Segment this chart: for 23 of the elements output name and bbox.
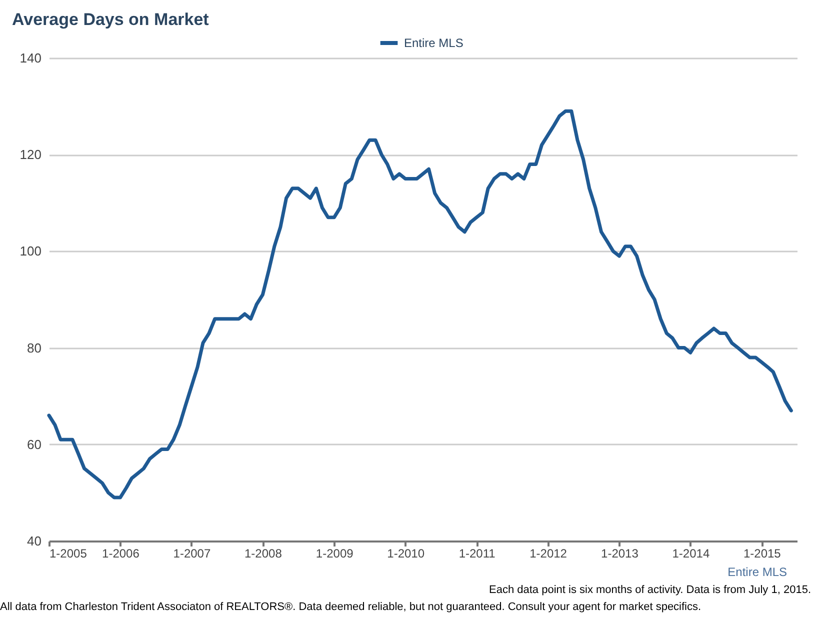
x-tick-label: 1-2012	[530, 546, 568, 560]
y-tick-label: 40	[27, 534, 42, 548]
x-tick-label: 1-2007	[173, 546, 211, 560]
x-tick-label: 1-2005	[50, 546, 88, 560]
x-tick-label: 1-2010	[387, 546, 425, 560]
y-tick-label: 100	[20, 244, 42, 259]
line-series	[47, 109, 793, 500]
x-tick-label: 1-2011	[458, 546, 496, 560]
text: Each data point is six months of activity. Data is from July 1, 2015.	[489, 584, 811, 596]
x-tick-label: 1-2009	[316, 546, 354, 560]
x-tick-label: 1-2008	[244, 546, 282, 560]
y-tick-label: 140	[20, 50, 42, 66]
text: All data from Charleston Trident Associaton of REALTORS®. Data deemed reliable, but not guaranteed. Consult your agent for market specifics.	[0, 601, 702, 613]
text: Entire MLS	[728, 565, 787, 579]
x-tick-label: 1-2015	[743, 546, 782, 560]
x-tick-label: 1-2013	[601, 546, 639, 560]
y-tick-label: 80	[27, 340, 42, 356]
y-tick-label: 60	[27, 436, 42, 452]
x-tick-label: 1-2014	[672, 546, 710, 560]
legend-label: Entire MLS	[404, 36, 464, 50]
chart-title: Average Days on Market	[12, 10, 209, 30]
y-tick-label: 120	[20, 147, 42, 162]
x-tick-label: 1-2006	[102, 546, 140, 560]
